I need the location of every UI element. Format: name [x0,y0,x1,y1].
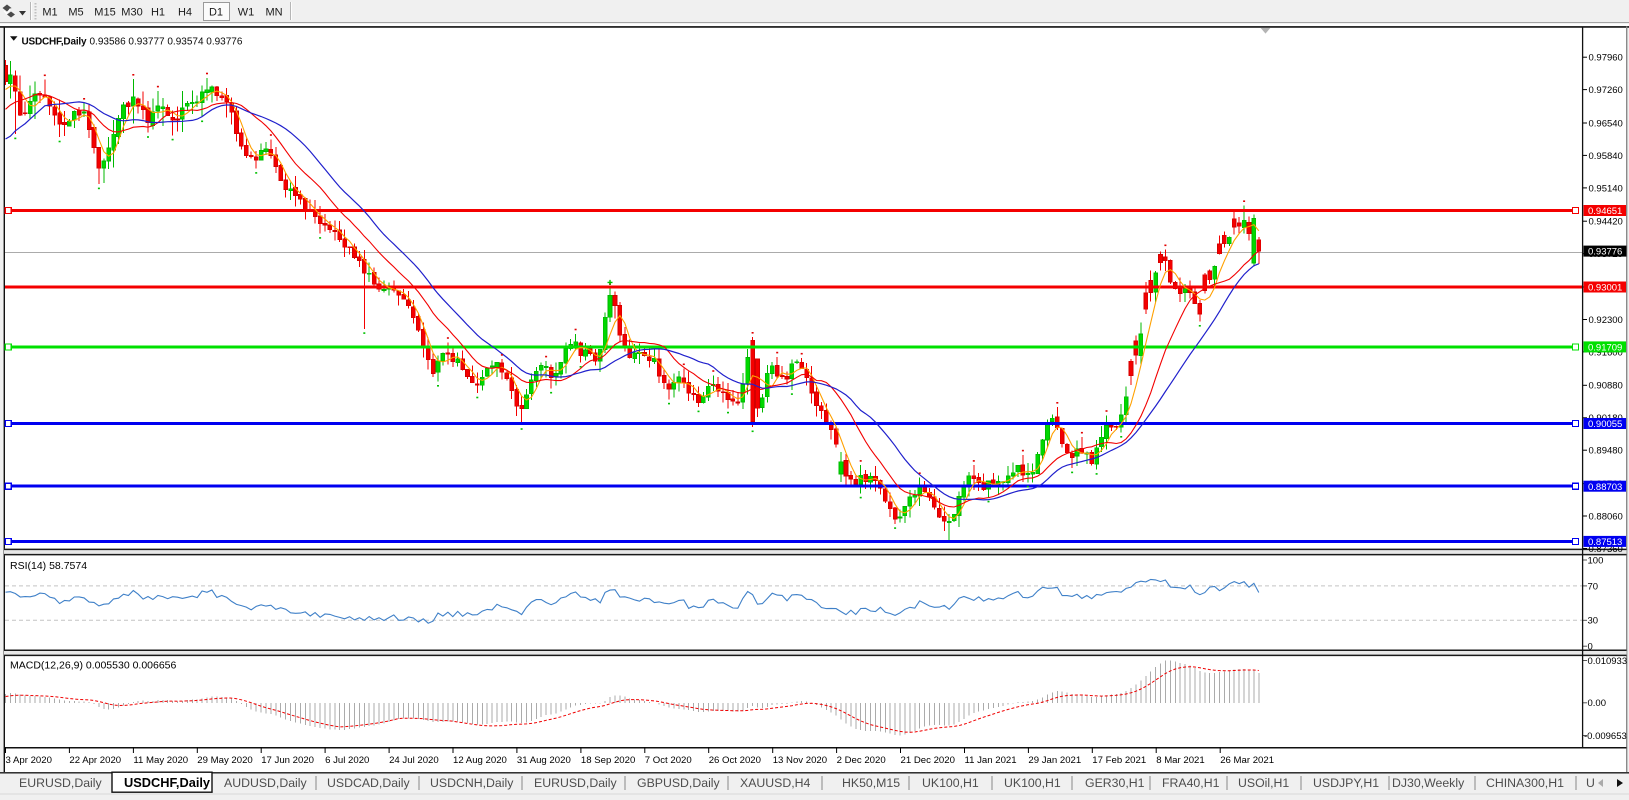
svg-text:UK100,H1: UK100,H1 [922,776,979,790]
svg-text:W1: W1 [238,7,255,19]
svg-text:M1: M1 [42,7,57,19]
svg-text:24 Jul 2020: 24 Jul 2020 [389,755,439,766]
svg-text:GER30,H1: GER30,H1 [1085,776,1145,790]
svg-text:HK50,M15: HK50,M15 [842,776,900,790]
svg-text:D1: D1 [209,7,223,19]
svg-text:0.95840: 0.95840 [1589,151,1623,162]
svg-text:USDCHF,Daily: USDCHF,Daily [22,37,87,48]
svg-text:MACD(12,26,9) 0.005530 0.00665: MACD(12,26,9) 0.005530 0.006656 [10,660,177,672]
svg-text:0.91600: 0.91600 [1589,347,1623,358]
svg-text:13 Nov 2020: 13 Nov 2020 [773,755,827,766]
svg-text:0.010933: 0.010933 [1588,656,1628,667]
svg-text:AUDUSD,Daily: AUDUSD,Daily [224,776,308,790]
svg-text:0.88060: 0.88060 [1589,511,1623,522]
svg-text:30: 30 [1588,616,1599,627]
svg-text:0.93586 0.93777 0.93574 0.9377: 0.93586 0.93777 0.93574 0.93776 [90,37,243,48]
svg-text:FRA40,H1: FRA40,H1 [1162,776,1220,790]
svg-text:0.94651: 0.94651 [1588,206,1622,217]
svg-text:0.87360: 0.87360 [1589,544,1623,555]
svg-text:EURUSD,Daily: EURUSD,Daily [19,776,103,790]
svg-text:17 Feb 2021: 17 Feb 2021 [1092,755,1146,766]
svg-text:29 May 2020: 29 May 2020 [197,755,252,766]
svg-text:USDCNH,Daily: USDCNH,Daily [430,776,514,790]
svg-text:18 Sep 2020: 18 Sep 2020 [581,755,635,766]
svg-text:0.92300: 0.92300 [1589,315,1623,326]
svg-text:11 Jan 2021: 11 Jan 2021 [965,755,1017,766]
svg-text:CHINA300,H1: CHINA300,H1 [1486,776,1564,790]
svg-text:M15: M15 [94,7,115,19]
svg-text:H4: H4 [178,7,192,19]
svg-text:MN: MN [265,7,282,19]
svg-text:0.91709: 0.91709 [1588,343,1622,354]
svg-text:11 May 2020: 11 May 2020 [133,755,188,766]
svg-text:8 Mar 2021: 8 Mar 2021 [1156,755,1205,766]
svg-text:7 Oct 2020: 7 Oct 2020 [645,755,692,766]
svg-text:M5: M5 [68,7,83,19]
svg-text:U: U [1586,776,1595,790]
svg-text:3 Apr 2020: 3 Apr 2020 [6,755,52,766]
svg-text:0.93001: 0.93001 [1588,283,1622,294]
svg-text:USDJPY,H1: USDJPY,H1 [1313,776,1379,790]
svg-text:0.96540: 0.96540 [1589,118,1623,129]
svg-text:0.87513: 0.87513 [1588,537,1622,548]
svg-text:0.89480: 0.89480 [1589,446,1623,457]
svg-text:0: 0 [1588,642,1593,653]
svg-text:0.95140: 0.95140 [1589,183,1623,194]
svg-text:0.97960: 0.97960 [1589,53,1623,64]
svg-text:0.93776: 0.93776 [1588,247,1622,258]
svg-text:-0.009653: -0.009653 [1584,731,1627,742]
svg-text:USDCAD,Daily: USDCAD,Daily [327,776,411,790]
svg-text:XAUUSD,H4: XAUUSD,H4 [740,776,811,790]
svg-text:6 Jul 2020: 6 Jul 2020 [325,755,369,766]
svg-text:DJ30,Weekly: DJ30,Weekly [1392,776,1465,790]
svg-text:29 Jan 2021: 29 Jan 2021 [1028,755,1081,766]
svg-text:12 Aug 2020: 12 Aug 2020 [453,755,507,766]
svg-text:0.90880: 0.90880 [1589,381,1623,392]
svg-text:USOil,H1: USOil,H1 [1238,776,1289,790]
svg-text:70: 70 [1588,581,1599,592]
svg-text:22 Apr 2020: 22 Apr 2020 [69,755,121,766]
svg-text:31 Aug 2020: 31 Aug 2020 [517,755,571,766]
svg-text:2 Dec 2020: 2 Dec 2020 [837,755,886,766]
svg-text:26 Mar 2021: 26 Mar 2021 [1220,755,1274,766]
svg-text:21 Dec 2020: 21 Dec 2020 [901,755,955,766]
svg-text:H1: H1 [151,7,165,19]
svg-text:USDCHF,Daily: USDCHF,Daily [124,775,211,790]
svg-text:GBPUSD,Daily: GBPUSD,Daily [637,776,721,790]
svg-text:0.90055: 0.90055 [1588,419,1622,430]
svg-text:17 Jun 2020: 17 Jun 2020 [261,755,314,766]
svg-text:RSI(14) 58.7574: RSI(14) 58.7574 [10,560,87,572]
svg-text:UK100,H1: UK100,H1 [1004,776,1061,790]
svg-text:0.88703: 0.88703 [1588,482,1622,493]
svg-text:0.94420: 0.94420 [1589,217,1623,228]
svg-text:EURUSD,Daily: EURUSD,Daily [534,776,618,790]
svg-text:M30: M30 [121,7,142,19]
svg-text:26 Oct 2020: 26 Oct 2020 [709,755,761,766]
svg-text:0.00: 0.00 [1588,698,1607,709]
svg-text:100: 100 [1588,555,1604,566]
svg-text:0.97260: 0.97260 [1589,85,1623,96]
